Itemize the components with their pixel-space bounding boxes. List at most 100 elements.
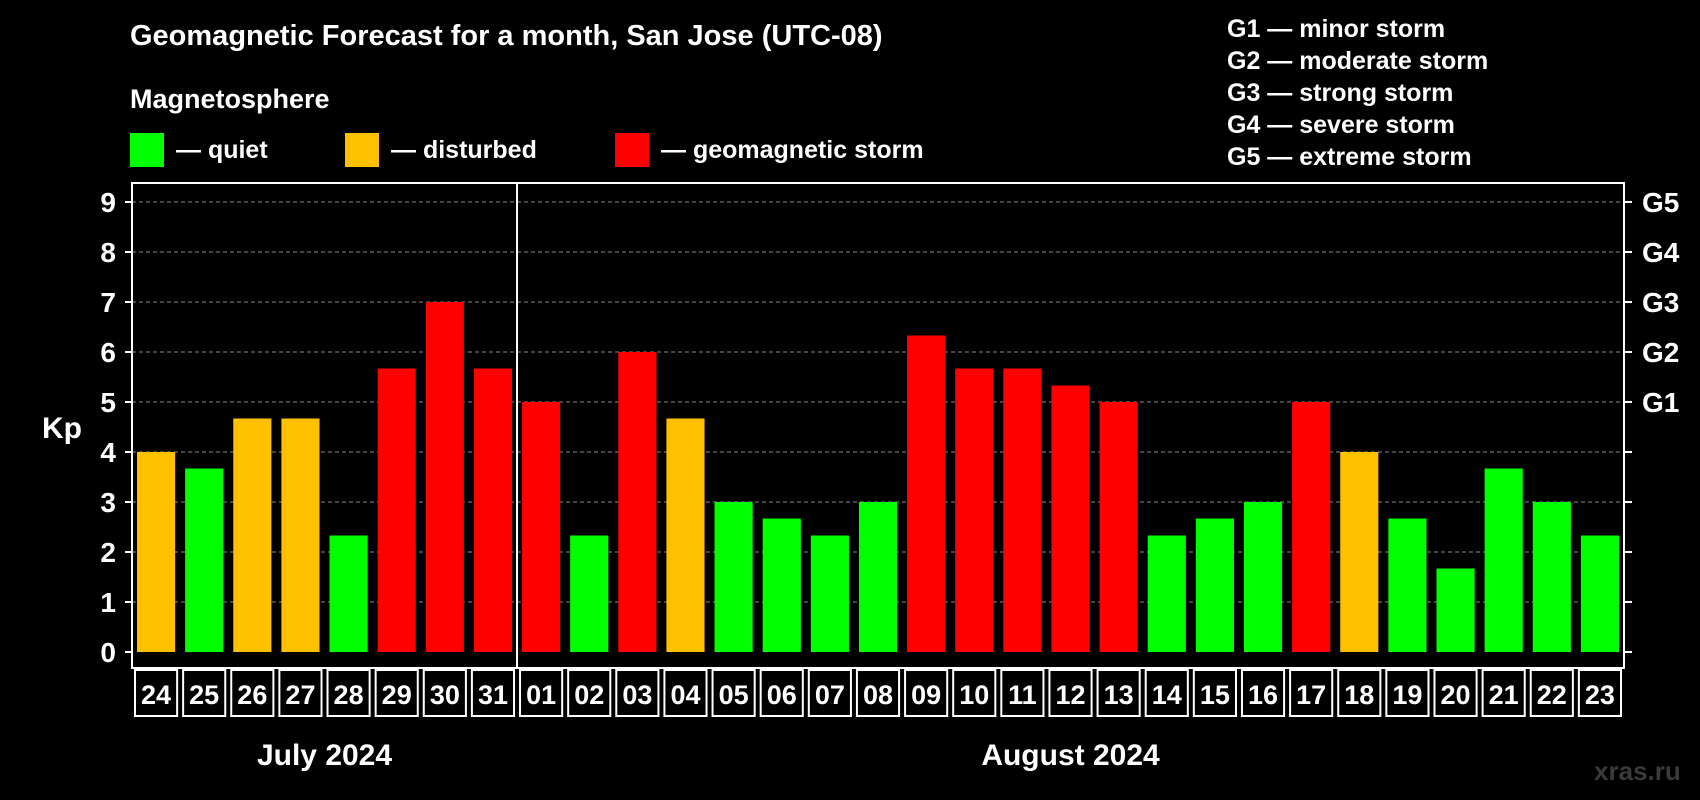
date-label-03: 03 xyxy=(622,680,652,710)
right-tick-label-g5: G5 xyxy=(1642,187,1679,218)
storm-scale-g2: G2 — moderate storm xyxy=(1227,47,1489,75)
date-cell-06 xyxy=(759,669,804,717)
date-label-13: 13 xyxy=(1104,680,1134,710)
bar-23 xyxy=(1580,535,1619,652)
date-label-11: 11 xyxy=(1008,680,1037,710)
date-label-08: 08 xyxy=(863,680,893,710)
bar-12 xyxy=(1051,385,1090,652)
date-label-19: 19 xyxy=(1392,680,1422,710)
y-axis-label: Kp xyxy=(42,412,82,445)
bar-11 xyxy=(1003,368,1042,652)
bar-08 xyxy=(858,502,898,652)
y-tick-label-7: 7 xyxy=(100,287,116,318)
y-tick-label-3: 3 xyxy=(100,487,116,518)
date-cell-09 xyxy=(904,669,949,717)
bar-24 xyxy=(137,452,176,652)
date-label-29: 29 xyxy=(382,680,412,710)
bar-28 xyxy=(329,535,368,652)
y-tick-label-4: 4 xyxy=(100,437,116,468)
date-cell-18 xyxy=(1337,669,1382,717)
legend-label-disturbed: — disturbed xyxy=(391,135,537,164)
y-tick-label-6: 6 xyxy=(100,337,116,368)
date-label-14: 14 xyxy=(1152,680,1182,710)
date-cell-02 xyxy=(567,669,612,717)
date-label-09: 09 xyxy=(911,680,941,710)
legend-label-quiet: — quiet xyxy=(176,135,268,164)
date-label-10: 10 xyxy=(959,680,989,710)
y-tick-label-1: 1 xyxy=(100,587,116,618)
date-cell-22 xyxy=(1529,669,1574,717)
legend-swatch-disturbed xyxy=(345,133,379,167)
date-cell-04 xyxy=(663,669,708,717)
bar-19 xyxy=(1388,518,1427,652)
date-label-15: 15 xyxy=(1200,680,1230,710)
date-cell-25 xyxy=(182,669,227,717)
date-label-28: 28 xyxy=(334,680,364,710)
date-label-22: 22 xyxy=(1537,680,1567,710)
date-cell-12 xyxy=(1048,669,1093,717)
right-tick-label-g2: G2 xyxy=(1642,337,1679,368)
date-cell-26 xyxy=(230,669,275,717)
bar-15 xyxy=(1195,518,1234,652)
bar-21 xyxy=(1484,468,1523,652)
storm-scale-g3: G3 — strong storm xyxy=(1227,79,1454,107)
date-label-16: 16 xyxy=(1248,680,1278,710)
storm-scale-g1: G1 — minor storm xyxy=(1227,15,1446,43)
date-label-01: 01 xyxy=(526,680,556,710)
bar-05 xyxy=(714,502,753,652)
date-cell-16 xyxy=(1240,669,1286,717)
date-cell-28 xyxy=(326,669,371,717)
bar-10 xyxy=(955,368,994,652)
date-label-20: 20 xyxy=(1441,680,1471,710)
date-cell-23 xyxy=(1577,669,1623,717)
right-tick-label-g3: G3 xyxy=(1642,287,1679,318)
date-cell-14 xyxy=(1144,669,1189,717)
magnetosphere-heading: Magnetosphere xyxy=(130,84,330,114)
bar-03 xyxy=(618,352,657,652)
date-cell-17 xyxy=(1289,669,1334,717)
legend-storm: — geomagnetic storm xyxy=(615,133,924,167)
y-tick-label-5: 5 xyxy=(100,387,116,418)
bar-26 xyxy=(233,418,272,652)
date-cell-13 xyxy=(1096,669,1141,717)
legend-swatch-storm xyxy=(615,133,649,167)
date-cell-27 xyxy=(278,669,323,717)
date-label-12: 12 xyxy=(1055,680,1085,710)
date-cell-30 xyxy=(422,669,467,717)
bar-20 xyxy=(1436,568,1475,652)
bar-09 xyxy=(907,335,946,652)
date-cell-15 xyxy=(1192,669,1237,717)
date-label-24: 24 xyxy=(141,680,171,710)
date-label-23: 23 xyxy=(1585,680,1615,710)
date-cell-24 xyxy=(134,669,179,717)
bar-18 xyxy=(1340,452,1379,652)
date-label-05: 05 xyxy=(719,680,749,710)
date-label-31: 31 xyxy=(478,680,508,710)
storm-scale-g4: G4 — severe storm xyxy=(1227,111,1455,139)
date-label-26: 26 xyxy=(237,680,267,710)
bar-07 xyxy=(810,535,849,652)
date-cell-07 xyxy=(807,669,852,717)
watermark: xras.ru xyxy=(1594,756,1681,786)
storm-scale-g5: G5 — extreme storm xyxy=(1227,143,1472,171)
date-cell-08 xyxy=(855,669,901,717)
date-label-30: 30 xyxy=(430,680,460,710)
bar-02 xyxy=(570,535,609,652)
date-cell-19 xyxy=(1385,669,1430,717)
date-cell-05 xyxy=(711,669,756,717)
legend-swatch-quiet xyxy=(130,133,164,167)
bar-14 xyxy=(1147,535,1186,652)
date-label-04: 04 xyxy=(670,680,700,710)
legend-disturbed: — disturbed xyxy=(345,133,537,167)
bar-16 xyxy=(1243,502,1283,652)
y-tick-label-9: 9 xyxy=(100,187,116,218)
bar-01 xyxy=(522,402,561,652)
date-label-02: 02 xyxy=(574,680,604,710)
date-cell-01 xyxy=(519,669,564,717)
date-label-07: 07 xyxy=(815,680,845,710)
storm-scale-legend: G1 — minor storm G2 — moderate storm G3 … xyxy=(1227,13,1488,173)
bar-17 xyxy=(1292,402,1331,652)
date-label-17: 17 xyxy=(1296,680,1326,710)
date-label-25: 25 xyxy=(189,680,219,710)
right-tick-label-g1: G1 xyxy=(1642,387,1679,418)
